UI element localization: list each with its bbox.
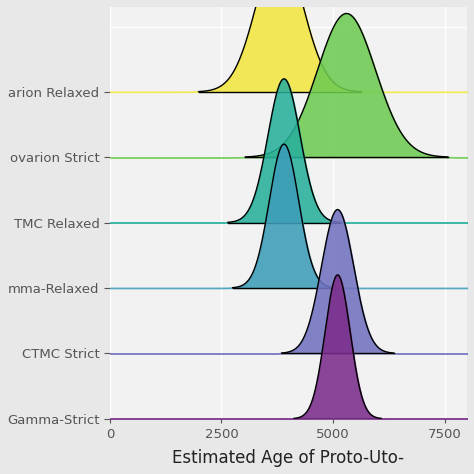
X-axis label: Estimated Age of Proto-Uto-: Estimated Age of Proto-Uto- — [173, 449, 404, 467]
